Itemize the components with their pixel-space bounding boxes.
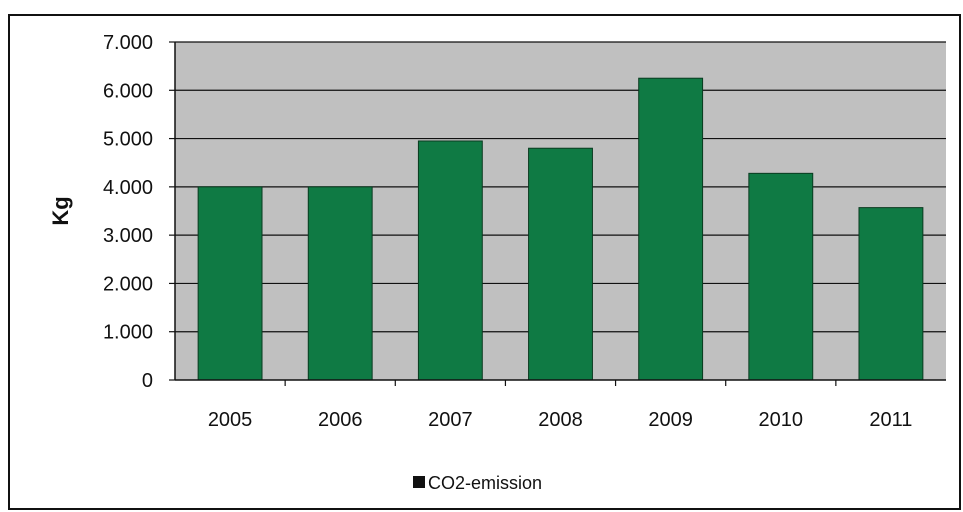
y-tick-label: 3.000	[103, 225, 153, 247]
legend-swatch	[413, 476, 425, 488]
bar-2007	[417, 140, 483, 381]
bar-2009	[638, 77, 704, 381]
y-tick-label: 0	[142, 370, 153, 392]
x-tick-label: 2007	[428, 409, 473, 431]
x-tick-label: 2010	[759, 409, 804, 431]
x-tick-label: 2009	[648, 409, 693, 431]
bar-2005	[197, 186, 263, 381]
y-tick-label: 5.000	[103, 129, 153, 151]
x-tick-label: 2006	[318, 409, 363, 431]
y-tick-label: 6.000	[103, 80, 153, 102]
y-tick-label: 7.000	[103, 32, 153, 54]
bar-2010	[748, 172, 814, 381]
y-axis-ticks: 0 1.000 2.000 3.000 4.000 5.000 6.000 7.000	[103, 32, 175, 392]
x-tick-label: 2008	[538, 409, 583, 431]
y-tick-label: 4.000	[103, 177, 153, 199]
y-axis-title: Kg	[48, 196, 73, 225]
legend-label: CO2-emission	[428, 473, 542, 493]
bar-2011	[858, 207, 924, 381]
x-tick-label: 2011	[869, 409, 912, 431]
legend: CO2-emission	[413, 473, 542, 493]
bar-2008	[528, 147, 593, 381]
bar-2006	[307, 186, 373, 381]
y-tick-label: 2.000	[103, 273, 153, 295]
x-tick-label: 2005	[208, 409, 253, 431]
y-tick-label: 1.000	[103, 322, 153, 344]
x-axis-ticks: 2005 2006 2007 2008 2009 2010 2011	[208, 380, 912, 431]
